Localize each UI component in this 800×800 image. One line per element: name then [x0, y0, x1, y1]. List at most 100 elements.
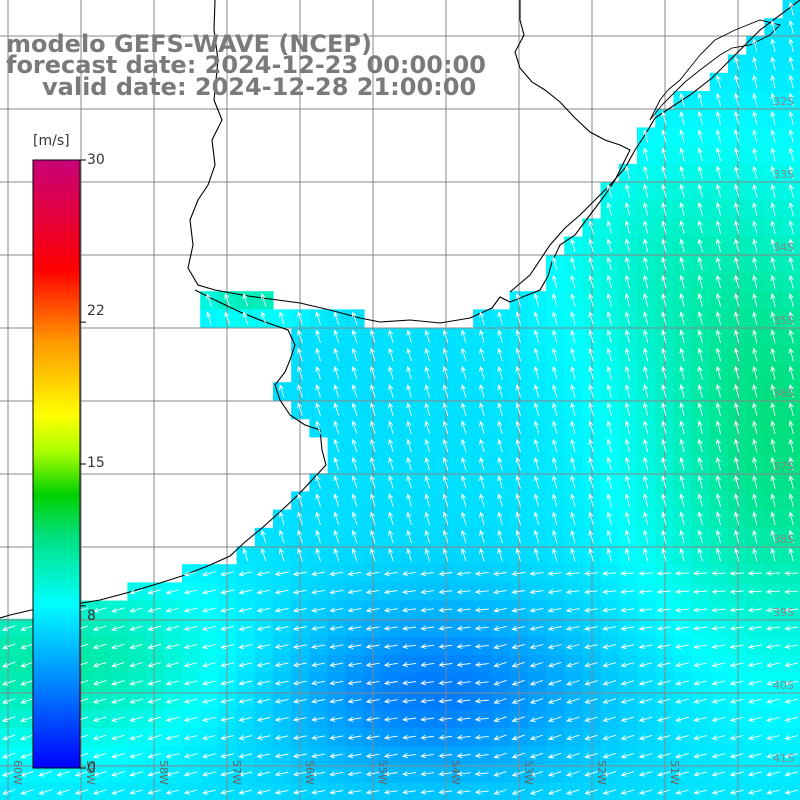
wind-arrow — [602, 662, 617, 668]
wind-arrow — [643, 365, 649, 380]
wind-cell — [782, 182, 800, 201]
wind-arrow — [201, 789, 216, 795]
colorbar-gradient — [32, 159, 81, 769]
wind-cell — [782, 254, 800, 274]
latitude-label: 34S — [773, 241, 794, 254]
wind-arrow — [256, 789, 271, 795]
wind-arrow — [420, 625, 435, 631]
wind-arrow — [292, 771, 307, 777]
wind-arrow — [165, 716, 180, 722]
wind-arrow — [661, 238, 667, 253]
wind-arrow — [584, 644, 598, 650]
wind-arrow — [729, 789, 744, 795]
wind-arrow — [165, 589, 180, 595]
wind-arrow — [734, 274, 740, 289]
wind-arrow — [752, 311, 758, 325]
wind-arrow — [661, 329, 667, 344]
wind-arrow — [420, 716, 435, 722]
wind-arrow — [693, 735, 708, 741]
colorbar-tick-0: 0 — [87, 760, 96, 776]
wind-arrow — [643, 347, 649, 362]
wind-arrow — [752, 56, 758, 71]
wind-arrow — [238, 735, 253, 741]
wind-arrow — [388, 347, 394, 362]
wind-arrow — [438, 698, 453, 704]
wind-arrow — [147, 734, 162, 741]
wind-arrow — [675, 625, 689, 631]
wind-arrow — [533, 475, 540, 489]
wind-arrow — [297, 547, 303, 562]
wind-arrow — [474, 771, 489, 777]
wind-arrow — [424, 493, 431, 507]
wind-arrow — [220, 571, 234, 577]
wind-arrow — [784, 680, 799, 686]
wind-arrow — [788, 547, 794, 562]
wind-arrow — [656, 716, 671, 722]
wind-arrow — [129, 734, 143, 741]
wind-arrow — [460, 511, 467, 526]
wind-arrow — [315, 420, 321, 435]
wind-arrow — [315, 511, 321, 526]
wind-arrow — [238, 771, 253, 777]
wind-arrow — [515, 475, 521, 489]
wind-arrow — [406, 438, 412, 453]
wind-arrow — [201, 607, 216, 613]
wind-arrow — [711, 570, 726, 576]
wind-arrow — [570, 347, 576, 362]
wind-arrow — [20, 716, 34, 723]
wind-arrow — [388, 493, 394, 507]
wind-arrow — [570, 529, 576, 544]
wind-arrow — [183, 644, 198, 650]
wind-arrow — [442, 529, 449, 544]
wind-arrow — [788, 1, 794, 16]
title-valid-date: valid date: 2024-12-28 21:00:00 — [42, 73, 477, 101]
wind-arrow — [679, 529, 685, 544]
wind-arrow — [602, 752, 617, 759]
wind-arrow — [788, 110, 794, 125]
wind-arrow — [347, 716, 362, 722]
wind-arrow — [715, 183, 722, 198]
wind-arrow — [747, 753, 762, 759]
wind-arrow — [460, 475, 467, 489]
wind-arrow — [292, 753, 307, 759]
wind-arrow — [747, 716, 762, 722]
wind-arrow — [711, 680, 726, 686]
wind-arrow — [183, 625, 198, 631]
wind-arrow — [402, 607, 416, 613]
wind-arrow — [460, 456, 467, 471]
wind-arrow — [292, 662, 307, 668]
wind-arrow — [638, 662, 653, 668]
wind-arrow — [547, 698, 562, 704]
wind-arrow — [460, 420, 467, 435]
wind-arrow — [752, 529, 758, 544]
wind-arrow — [201, 662, 216, 668]
wind-arrow — [92, 698, 107, 704]
wind-arrow — [643, 292, 649, 307]
wind-arrow — [552, 547, 558, 562]
wind-arrow — [747, 643, 762, 650]
wind-arrow — [329, 662, 344, 668]
wind-arrow — [147, 643, 162, 650]
wind-arrow — [511, 571, 526, 577]
wind-arrow — [92, 752, 107, 759]
wind-cell — [782, 546, 800, 565]
wind-arrow — [456, 771, 471, 777]
wind-arrow — [656, 698, 671, 704]
wind-arrow — [566, 789, 580, 795]
wind-arrow — [474, 680, 489, 686]
wind-arrow — [533, 529, 540, 544]
wind-arrow — [620, 662, 635, 668]
wind-arrow — [315, 365, 321, 380]
wind-arrow — [238, 753, 253, 759]
wind-arrow — [497, 329, 503, 344]
wind-arrow — [552, 384, 558, 398]
wind-arrow — [479, 456, 485, 471]
longitude-label: 57W — [230, 760, 243, 785]
wind-arrow — [278, 384, 285, 398]
wind-arrow — [788, 329, 794, 344]
wind-arrow — [456, 698, 471, 704]
wind-arrow — [388, 438, 394, 453]
wind-arrow — [292, 698, 307, 704]
wind-arrow — [656, 789, 671, 795]
